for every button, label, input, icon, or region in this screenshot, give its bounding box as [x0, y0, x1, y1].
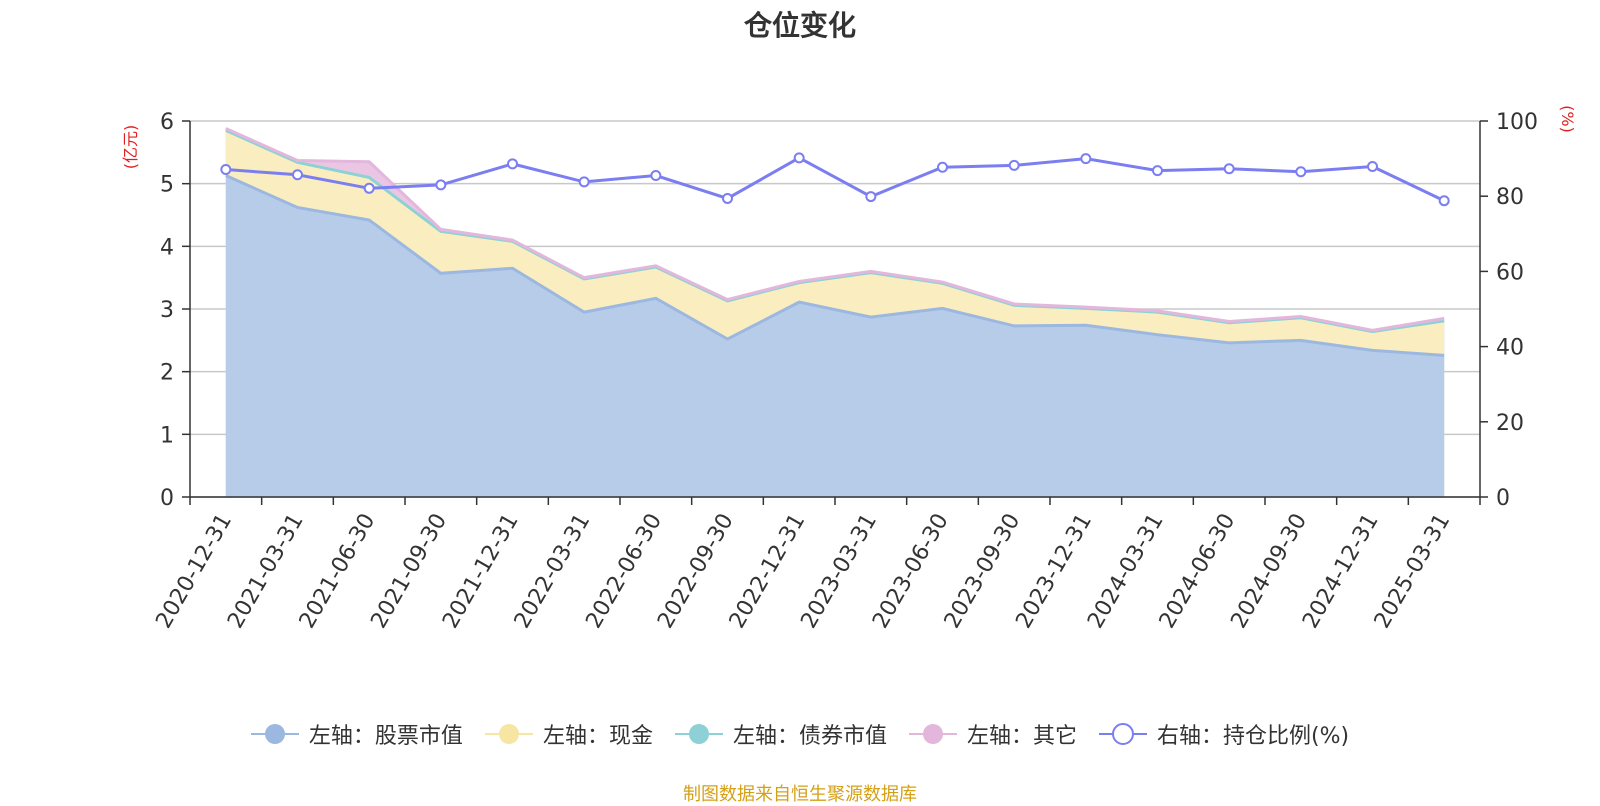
legend-marker-icon — [250, 724, 299, 744]
chart-title: 仓位变化 — [743, 9, 856, 42]
y-right-tick-label: 80 — [1496, 185, 1524, 210]
x-tick-label: 2025-03-31 — [1370, 510, 1456, 633]
line-point — [220, 164, 232, 176]
x-tick-label: 2021-12-31 — [438, 510, 524, 633]
y-right-tick-label: 20 — [1496, 411, 1524, 436]
y-left-tick-label: 3 — [160, 298, 174, 323]
source-note: 制图数据来自恒生聚源数据库 — [683, 784, 917, 805]
line-point — [292, 169, 303, 181]
line-point — [793, 152, 805, 164]
chart-legend: 左轴：股票市值 左轴：现金 左轴：债券市值 左轴：其它 右轴：持仓比例(%) — [0, 718, 1600, 750]
y-left-tick-label: 5 — [160, 173, 174, 198]
legend-label: 左轴：其它 — [966, 724, 1077, 749]
line-point — [937, 161, 948, 173]
line-point — [1008, 159, 1020, 171]
line-point — [1080, 153, 1092, 165]
legend-item[interactable]: 右轴：持仓比例(%) — [1098, 718, 1350, 750]
line-point — [435, 179, 447, 191]
x-tick-label: 2024-06-30 — [1155, 510, 1241, 633]
y-right-unit-label: (%) — [1558, 105, 1577, 133]
y-right-tick-label: 40 — [1496, 336, 1524, 361]
y-right-tick-label: 0 — [1496, 486, 1510, 511]
x-tick-label: 2022-06-30 — [581, 510, 667, 633]
legend-item[interactable]: 左轴：债券市值 — [674, 718, 887, 750]
legend-label: 左轴：现金 — [542, 724, 653, 749]
y-left-unit-label: (亿元) — [121, 125, 140, 170]
x-tick-label: 2021-09-30 — [366, 510, 452, 633]
legend-item[interactable]: 左轴：其它 — [908, 718, 1077, 750]
line-point — [1223, 163, 1235, 175]
x-tick-label: 2021-03-31 — [223, 510, 309, 633]
y-left-tick-label: 1 — [160, 423, 174, 448]
y-left-tick-label: 6 — [160, 110, 174, 135]
y-left-tick-label: 2 — [160, 361, 174, 386]
line-point — [507, 158, 518, 170]
x-tick-label: 2022-03-31 — [510, 510, 596, 633]
line-point — [1438, 195, 1450, 207]
legend-marker-icon — [674, 724, 723, 744]
x-tick-label: 2024-09-30 — [1226, 510, 1312, 633]
line-point — [1367, 160, 1378, 172]
line-point — [865, 191, 877, 203]
y-right-tick-label: 60 — [1496, 260, 1524, 285]
x-tick-label: 2023-12-31 — [1011, 510, 1097, 633]
legend-label: 左轴：股票市值 — [308, 724, 463, 749]
x-tick-label: 2023-09-30 — [940, 510, 1026, 633]
line-point — [722, 192, 733, 204]
x-tick-label: 2021-06-30 — [295, 510, 381, 633]
y-left-tick-label: 0 — [160, 486, 174, 511]
legend-marker-icon — [908, 724, 957, 744]
line-point — [363, 182, 375, 194]
x-tick-label: 2024-12-31 — [1298, 510, 1384, 633]
chart-plot: 0123456020406080100(亿元)(%)2020-12-312021… — [121, 105, 1577, 633]
line-point — [578, 176, 590, 188]
legend-item[interactable]: 左轴：现金 — [484, 718, 653, 750]
line-point — [650, 170, 662, 182]
legend-item[interactable]: 左轴：股票市值 — [250, 718, 463, 750]
area-0 — [225, 175, 1445, 497]
x-tick-label: 2023-06-30 — [868, 510, 954, 633]
y-right-tick-label: 100 — [1496, 110, 1538, 135]
x-tick-label: 2022-12-31 — [725, 510, 811, 633]
legend-label: 左轴：债券市值 — [732, 724, 887, 749]
y-left-tick-label: 4 — [160, 235, 174, 260]
x-tick-label: 2024-03-31 — [1083, 510, 1169, 633]
x-tick-label: 2022-09-30 — [653, 510, 739, 633]
legend-label: 右轴：持仓比例(%) — [1156, 724, 1350, 749]
line-point — [1152, 165, 1163, 177]
line-point — [1295, 166, 1307, 178]
x-tick-label: 2023-03-31 — [796, 510, 882, 633]
line-series-0 — [225, 156, 1445, 203]
area-line-3 — [225, 127, 1445, 332]
legend-marker-icon — [484, 724, 533, 744]
legend-marker-icon — [1098, 723, 1147, 745]
x-tick-label: 2020-12-31 — [151, 510, 237, 633]
area-line-0 — [225, 174, 1445, 357]
